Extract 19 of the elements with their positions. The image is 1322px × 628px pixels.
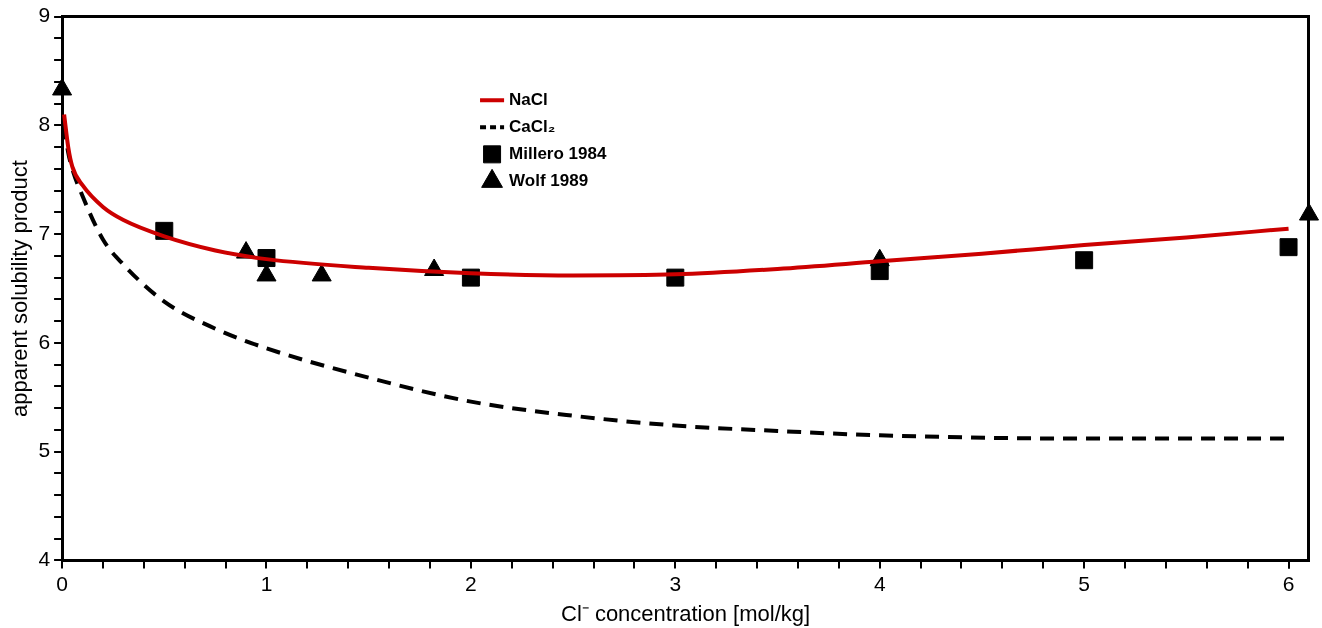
y-tick-label: 9 — [38, 3, 51, 27]
x-tick-label: 5 — [1078, 571, 1090, 595]
y-tick-label: 6 — [38, 329, 51, 353]
y-tick-label: 5 — [38, 438, 51, 462]
legend-label: NaCl — [509, 90, 548, 110]
legend-label: CaCl₂ — [509, 117, 556, 137]
y-tick-label: 8 — [38, 112, 51, 136]
x-tick-label: 4 — [873, 571, 886, 595]
x-tick-label: 2 — [465, 571, 477, 595]
x-tick-label: 6 — [1282, 571, 1295, 595]
legend-label: Millero 1984 — [509, 144, 607, 164]
x-tick-label: 3 — [669, 571, 682, 595]
x-tick-label: 1 — [260, 571, 273, 595]
y-axis-title: apparent solubility product — [7, 160, 33, 417]
x-axis-title: Cl⁻ concentration [mol/kg] — [560, 600, 811, 626]
legend-label: Wolf 1989 — [509, 171, 589, 191]
y-tick-label: 7 — [38, 220, 51, 244]
y-tick-label: 4 — [38, 547, 51, 571]
x-tick-label: 0 — [56, 571, 68, 595]
